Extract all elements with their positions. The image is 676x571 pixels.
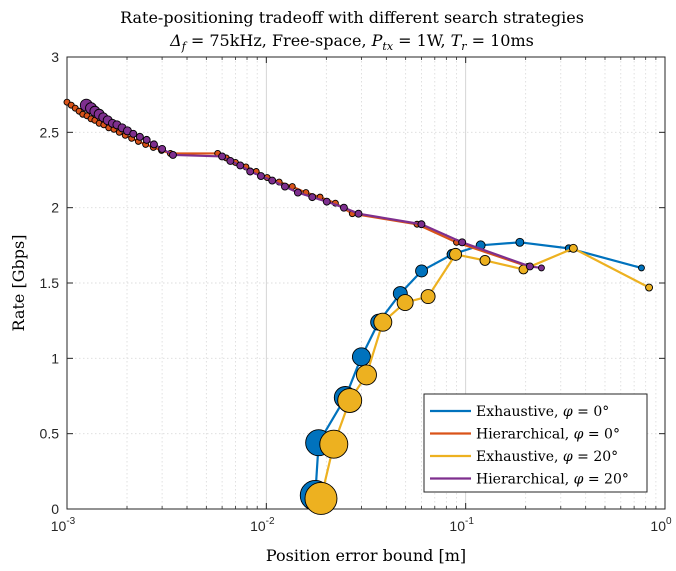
data-point [149, 140, 158, 149]
data-point [218, 152, 227, 161]
legend-entry-label: Hierarchical, φ = 20° [476, 472, 629, 488]
data-point [168, 150, 177, 159]
data-point [638, 264, 645, 272]
series-3 [304, 243, 654, 515]
y-tick-label: 3 [51, 49, 59, 65]
x-axis-label: Position error bound [m] [266, 546, 466, 565]
data-point [268, 176, 277, 185]
data-point [304, 482, 338, 515]
data-point [293, 188, 302, 197]
data-point [538, 264, 545, 272]
data-point [246, 167, 255, 176]
y-tick-label: 1.5 [40, 275, 60, 291]
y-tick-label: 0 [51, 501, 59, 517]
y-tick-label: 0.5 [40, 426, 60, 442]
data-point [257, 172, 265, 180]
data-point [373, 312, 393, 332]
data-point [356, 364, 377, 386]
data-point [142, 135, 151, 144]
series-line [85, 104, 542, 270]
data-point [479, 254, 491, 266]
y-tick-label: 2 [51, 200, 59, 216]
data-point [135, 132, 144, 141]
chart-subtitle: Δf = 75kHz, Free-space, Ptx = 1W, Tr = 1… [169, 31, 534, 53]
data-point [129, 129, 138, 138]
y-axis-label: Rate [Gbps] [9, 235, 28, 332]
data-point [645, 283, 654, 292]
data-point [319, 429, 349, 459]
axis-ticks: 10-3 10-2 10-1 100 0 0.5 1 1.5 2 2.5 3 [40, 49, 672, 534]
data-point [226, 157, 235, 165]
y-tick-label: 2.5 [40, 124, 60, 140]
legend: Exhaustive, φ = 0° Hierarchical, φ = 0° Ex… [423, 393, 648, 493]
data-point [339, 203, 348, 212]
data-point [281, 182, 289, 191]
data-point [417, 220, 426, 229]
data-point [449, 247, 463, 261]
legend-entry-label: Hierarchical, φ = 0° [476, 427, 620, 443]
legend-entry-label: Exhaustive, φ = 0° [476, 404, 609, 420]
chart-title: Rate-positioning tradeoff with different… [120, 8, 584, 27]
y-tick-label: 1 [51, 350, 59, 366]
data-point [351, 347, 371, 367]
data-point [515, 237, 525, 247]
data-series [63, 98, 654, 515]
data-point [396, 294, 414, 312]
x-tick-label: 10-2 [250, 516, 275, 534]
data-point [415, 264, 429, 278]
data-point [337, 388, 363, 413]
data-point [525, 262, 534, 271]
legend-entry-label: Exhaustive, φ = 20° [476, 449, 618, 465]
data-point [236, 161, 245, 170]
x-tick-label: 10-3 [51, 516, 76, 534]
data-point [158, 144, 167, 153]
data-point [322, 197, 331, 206]
x-tick-label: 100 [650, 516, 672, 534]
data-point [568, 243, 578, 253]
data-point [308, 193, 317, 202]
data-point [354, 209, 363, 218]
data-point [420, 289, 436, 305]
data-point [458, 238, 467, 247]
series-4 [79, 98, 545, 272]
x-tick-label: 10-1 [449, 516, 474, 534]
